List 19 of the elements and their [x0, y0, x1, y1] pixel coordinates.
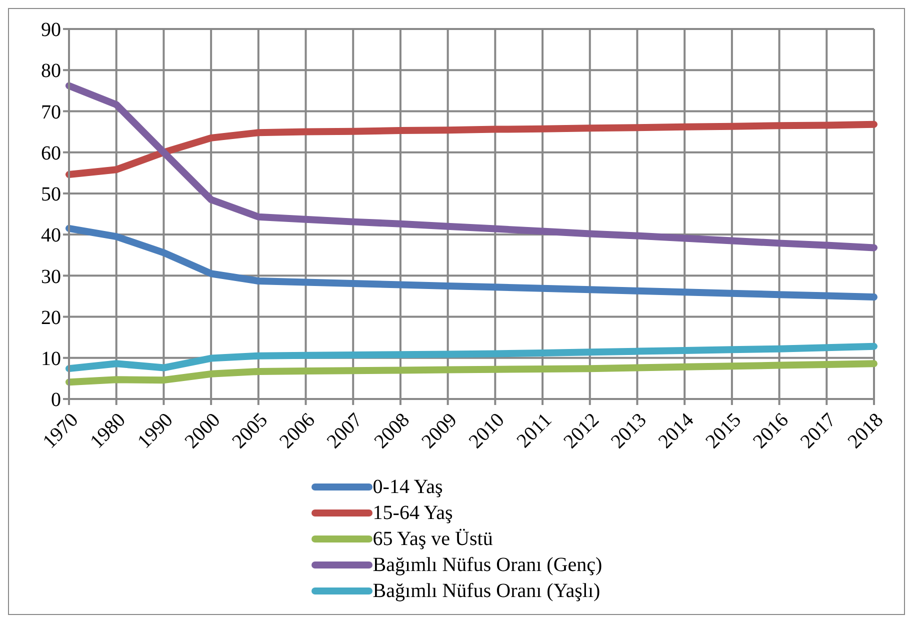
legend-label: 15-64 Yaş: [372, 502, 453, 524]
y-tick-label: 80: [41, 60, 61, 82]
y-tick-label: 10: [41, 348, 61, 370]
y-tick-label: 20: [41, 306, 61, 329]
legend-label: 0-14 Yaş: [372, 476, 443, 498]
y-tick-label: 60: [41, 142, 61, 164]
legend-label: 65 Yaş ve Üstü: [372, 528, 493, 550]
x-tick-label: 1990: [133, 409, 178, 453]
y-tick-label: 40: [41, 224, 61, 247]
x-tick-label: 1980: [86, 409, 130, 453]
y-tick-label: 90: [41, 19, 61, 42]
x-tick-label: 2011: [512, 409, 556, 452]
x-tick-label: 1970: [38, 409, 83, 453]
legend-label: Bağımlı Nüfus Oranı (Yaşlı): [372, 580, 600, 602]
y-tick-label: 50: [41, 184, 61, 206]
y-tick-label: 30: [41, 266, 61, 288]
y-tick-label: 70: [41, 101, 61, 124]
y-tick-label: 0: [51, 389, 61, 412]
legend-label: Bağımlı Nüfus Oranı (Genç): [372, 554, 602, 576]
